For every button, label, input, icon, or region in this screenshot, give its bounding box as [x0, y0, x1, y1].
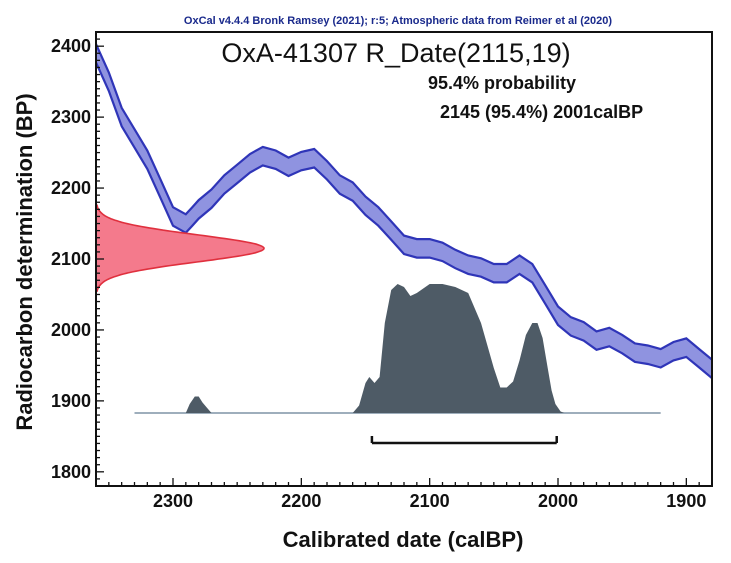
x-tick-label: 2000: [538, 491, 578, 511]
calibration-upper-edge: [96, 43, 712, 361]
range-bar: [370, 436, 558, 445]
x-tick-label: 2300: [153, 491, 193, 511]
y-tick-label: 2000: [51, 320, 91, 340]
calibration-lower-edge: [96, 62, 712, 380]
y-tick-label: 1800: [51, 462, 91, 482]
y-tick-label: 2300: [51, 107, 91, 127]
x-tick-label: 2200: [281, 491, 321, 511]
calibrated-distribution: [134, 284, 661, 413]
y-tick-label: 1900: [51, 391, 91, 411]
y-axis-label: Radiocarbon determination (BP): [12, 93, 37, 430]
x-tick-label: 2100: [410, 491, 450, 511]
x-axis-label: Calibrated date (calBP): [283, 527, 524, 552]
y-tick-label: 2200: [51, 178, 91, 198]
range-text: 2145 (95.4%) 2001calBP: [440, 102, 643, 122]
software-credit: OxCal v4.4.4 Bronk Ramsey (2021); r:5; A…: [184, 15, 612, 27]
radiocarbon-distribution: [96, 204, 265, 293]
chart-title: OxA-41307 R_Date(2115,19): [221, 38, 570, 68]
plot-area: [96, 43, 712, 445]
y-axis: 1800 1900 2000 2100 2200 2300 2400: [51, 36, 104, 482]
y-tick-label: 2100: [51, 249, 91, 269]
range-heading: 95.4% probability: [428, 73, 576, 93]
x-axis: 2300 2200 2100 2000 1900: [108, 478, 713, 511]
y-tick-label: 2400: [51, 36, 91, 56]
x-tick-label: 1900: [666, 491, 706, 511]
